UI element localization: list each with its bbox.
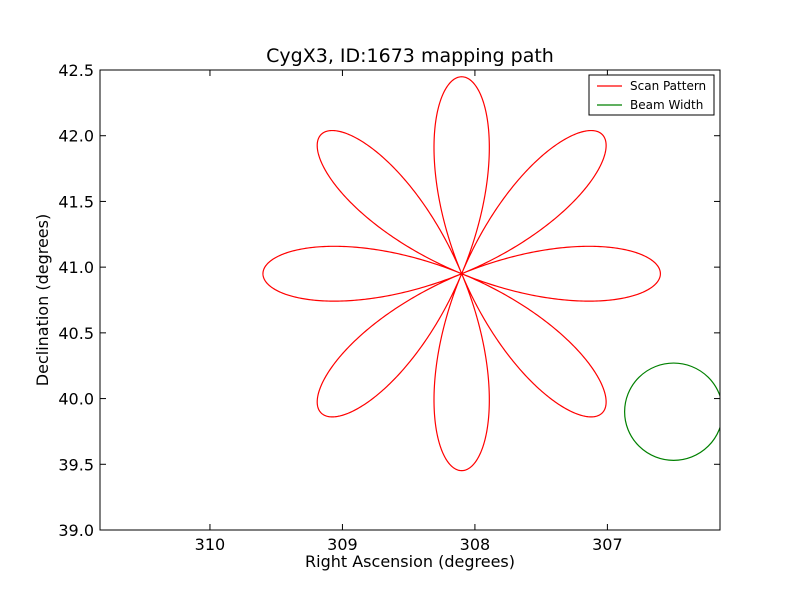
y-tick-label: 39.5 <box>58 455 94 474</box>
legend-label-beam-width: Beam Width <box>630 98 703 112</box>
y-tick-label: 41.5 <box>58 192 94 211</box>
legend-box <box>588 74 715 116</box>
x-axis-title: Right Ascension (degrees) <box>305 552 515 571</box>
y-tick-label: 40.0 <box>58 390 94 409</box>
scan-pattern-line <box>262 76 661 472</box>
legend-label-scan-pattern: Scan Pattern <box>630 79 706 93</box>
x-tick-label: 310 <box>195 535 226 554</box>
x-tick-label: 309 <box>327 535 358 554</box>
ticks-layer: 310 309 308 307 39.0 39.5 40.0 40.5 41.0 41.5 42.0… <box>58 61 720 554</box>
y-axis-title: Declination (degrees) <box>33 214 52 386</box>
y-tick-label: 42.0 <box>58 127 94 146</box>
plot-area-frame <box>99 69 721 531</box>
x-tick-label: 307 <box>592 535 623 554</box>
chart-title: CygX3, ID:1673 mapping path <box>266 45 554 67</box>
x-tick-label: 308 <box>460 535 491 554</box>
y-tick-label: 42.5 <box>58 61 94 80</box>
y-tick-label: 39.0 <box>58 521 94 540</box>
y-tick-label: 40.5 <box>58 324 94 343</box>
data-layer <box>262 76 720 472</box>
beam-width-circle <box>624 362 720 461</box>
legend: Scan Pattern Beam Width <box>588 74 715 116</box>
y-tick-label: 41.0 <box>58 258 94 277</box>
